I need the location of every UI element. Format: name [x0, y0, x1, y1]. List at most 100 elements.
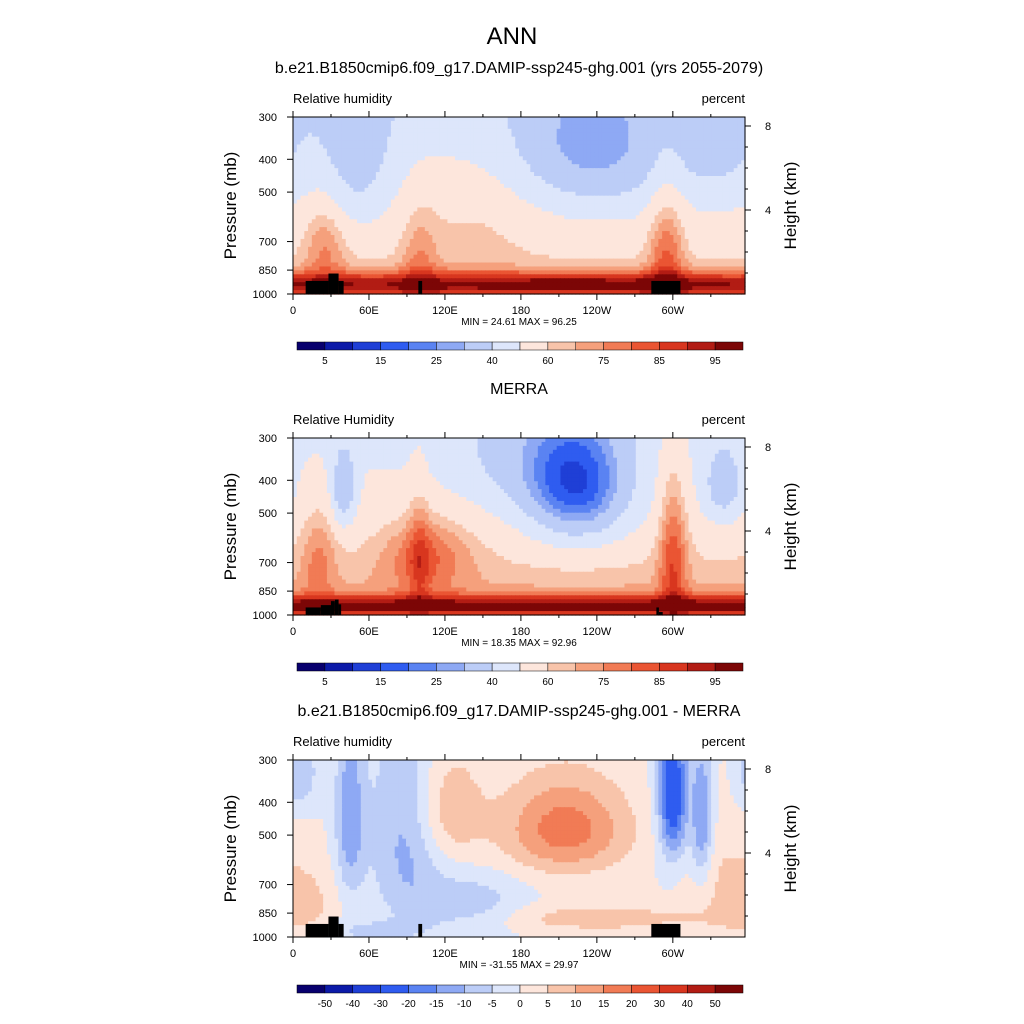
field-cell [421, 199, 426, 205]
field-cell [594, 144, 599, 150]
field-cell [454, 211, 460, 216]
field-cell [703, 136, 708, 142]
field-cell [632, 207, 637, 212]
field-cell [590, 246, 595, 252]
field-cell [571, 168, 577, 173]
field-cell [443, 231, 449, 236]
field-cell [413, 211, 418, 216]
field-cell [436, 250, 441, 256]
field-cell [650, 172, 656, 177]
field-cell [575, 144, 580, 150]
field-cell [560, 238, 565, 244]
field-cell [541, 227, 546, 232]
field-cell [470, 211, 475, 216]
field-cell [519, 148, 524, 153]
field-cell [519, 262, 524, 268]
field-cell [364, 231, 369, 236]
field-cell [624, 231, 629, 236]
field-cell [613, 254, 618, 260]
field-cell [658, 132, 663, 138]
field-cell [436, 156, 441, 161]
field-cell [451, 250, 456, 256]
field-cell [334, 227, 339, 232]
field-cell [586, 262, 592, 268]
field-cell [421, 278, 426, 283]
field-cell [334, 168, 339, 173]
field-cell [741, 140, 746, 146]
field-cell [703, 152, 708, 157]
field-cell [534, 179, 539, 185]
field-cell [496, 140, 501, 146]
field-cell [605, 176, 610, 181]
field-cell [500, 179, 505, 185]
field-cell [741, 187, 746, 193]
field-cell [360, 168, 366, 173]
field-cell [372, 187, 377, 193]
field-cell [545, 144, 550, 150]
field-cell [443, 195, 449, 201]
field-cell [492, 176, 497, 181]
field-cell [511, 152, 516, 157]
field-cell [567, 258, 573, 264]
field-cell [741, 274, 746, 279]
field-cell [699, 274, 705, 279]
field-cell [541, 235, 546, 240]
field-cell [383, 270, 388, 275]
field-cell [692, 140, 697, 146]
field-cell [511, 176, 516, 181]
field-cell [436, 274, 441, 279]
field-cell [406, 140, 411, 146]
field-cell [662, 211, 667, 216]
field-cell [436, 266, 441, 271]
field-cell [296, 242, 302, 248]
field-cell [534, 274, 539, 279]
field-cell [323, 156, 328, 161]
field-cell [628, 207, 633, 212]
field-cell [496, 132, 501, 138]
field-cell [519, 128, 524, 134]
field-cell [368, 160, 373, 165]
field-cell [654, 179, 659, 185]
field-cell [586, 215, 592, 220]
field-cell [696, 227, 701, 232]
field-cell [680, 191, 686, 197]
field-cell [665, 235, 671, 240]
field-cell [323, 274, 328, 279]
field-cell [594, 191, 599, 197]
field-cell [541, 172, 546, 177]
field-cell [552, 152, 558, 157]
field-cell [594, 274, 599, 279]
field-cell [696, 250, 701, 256]
field-cell [447, 223, 452, 228]
field-cell [488, 215, 494, 220]
field-cell [492, 207, 497, 212]
field-cell [379, 179, 384, 185]
field-cell [383, 191, 388, 197]
field-cell [665, 120, 671, 126]
field-cell [387, 152, 392, 157]
field-cell [541, 199, 546, 205]
field-cell [338, 152, 343, 157]
field-cell [552, 219, 558, 224]
field-cell [319, 172, 324, 177]
field-cell [545, 223, 550, 228]
field-cell [481, 136, 486, 142]
field-cell [549, 274, 554, 279]
field-cell [541, 207, 546, 212]
field-cell [628, 183, 633, 189]
field-cell [421, 172, 426, 177]
field-cell [466, 274, 471, 279]
field-cell [462, 274, 467, 279]
field-cell [677, 160, 682, 165]
field-cell [688, 160, 693, 165]
field-cell [436, 168, 441, 173]
field-cell [500, 250, 505, 256]
field-cell [628, 172, 633, 177]
field-cell [669, 187, 675, 193]
field-cell [338, 191, 343, 197]
field-cell [503, 183, 509, 189]
field-cell [624, 238, 629, 244]
field-cell [620, 140, 626, 146]
field-cell [650, 235, 656, 240]
field-cell [688, 223, 693, 228]
